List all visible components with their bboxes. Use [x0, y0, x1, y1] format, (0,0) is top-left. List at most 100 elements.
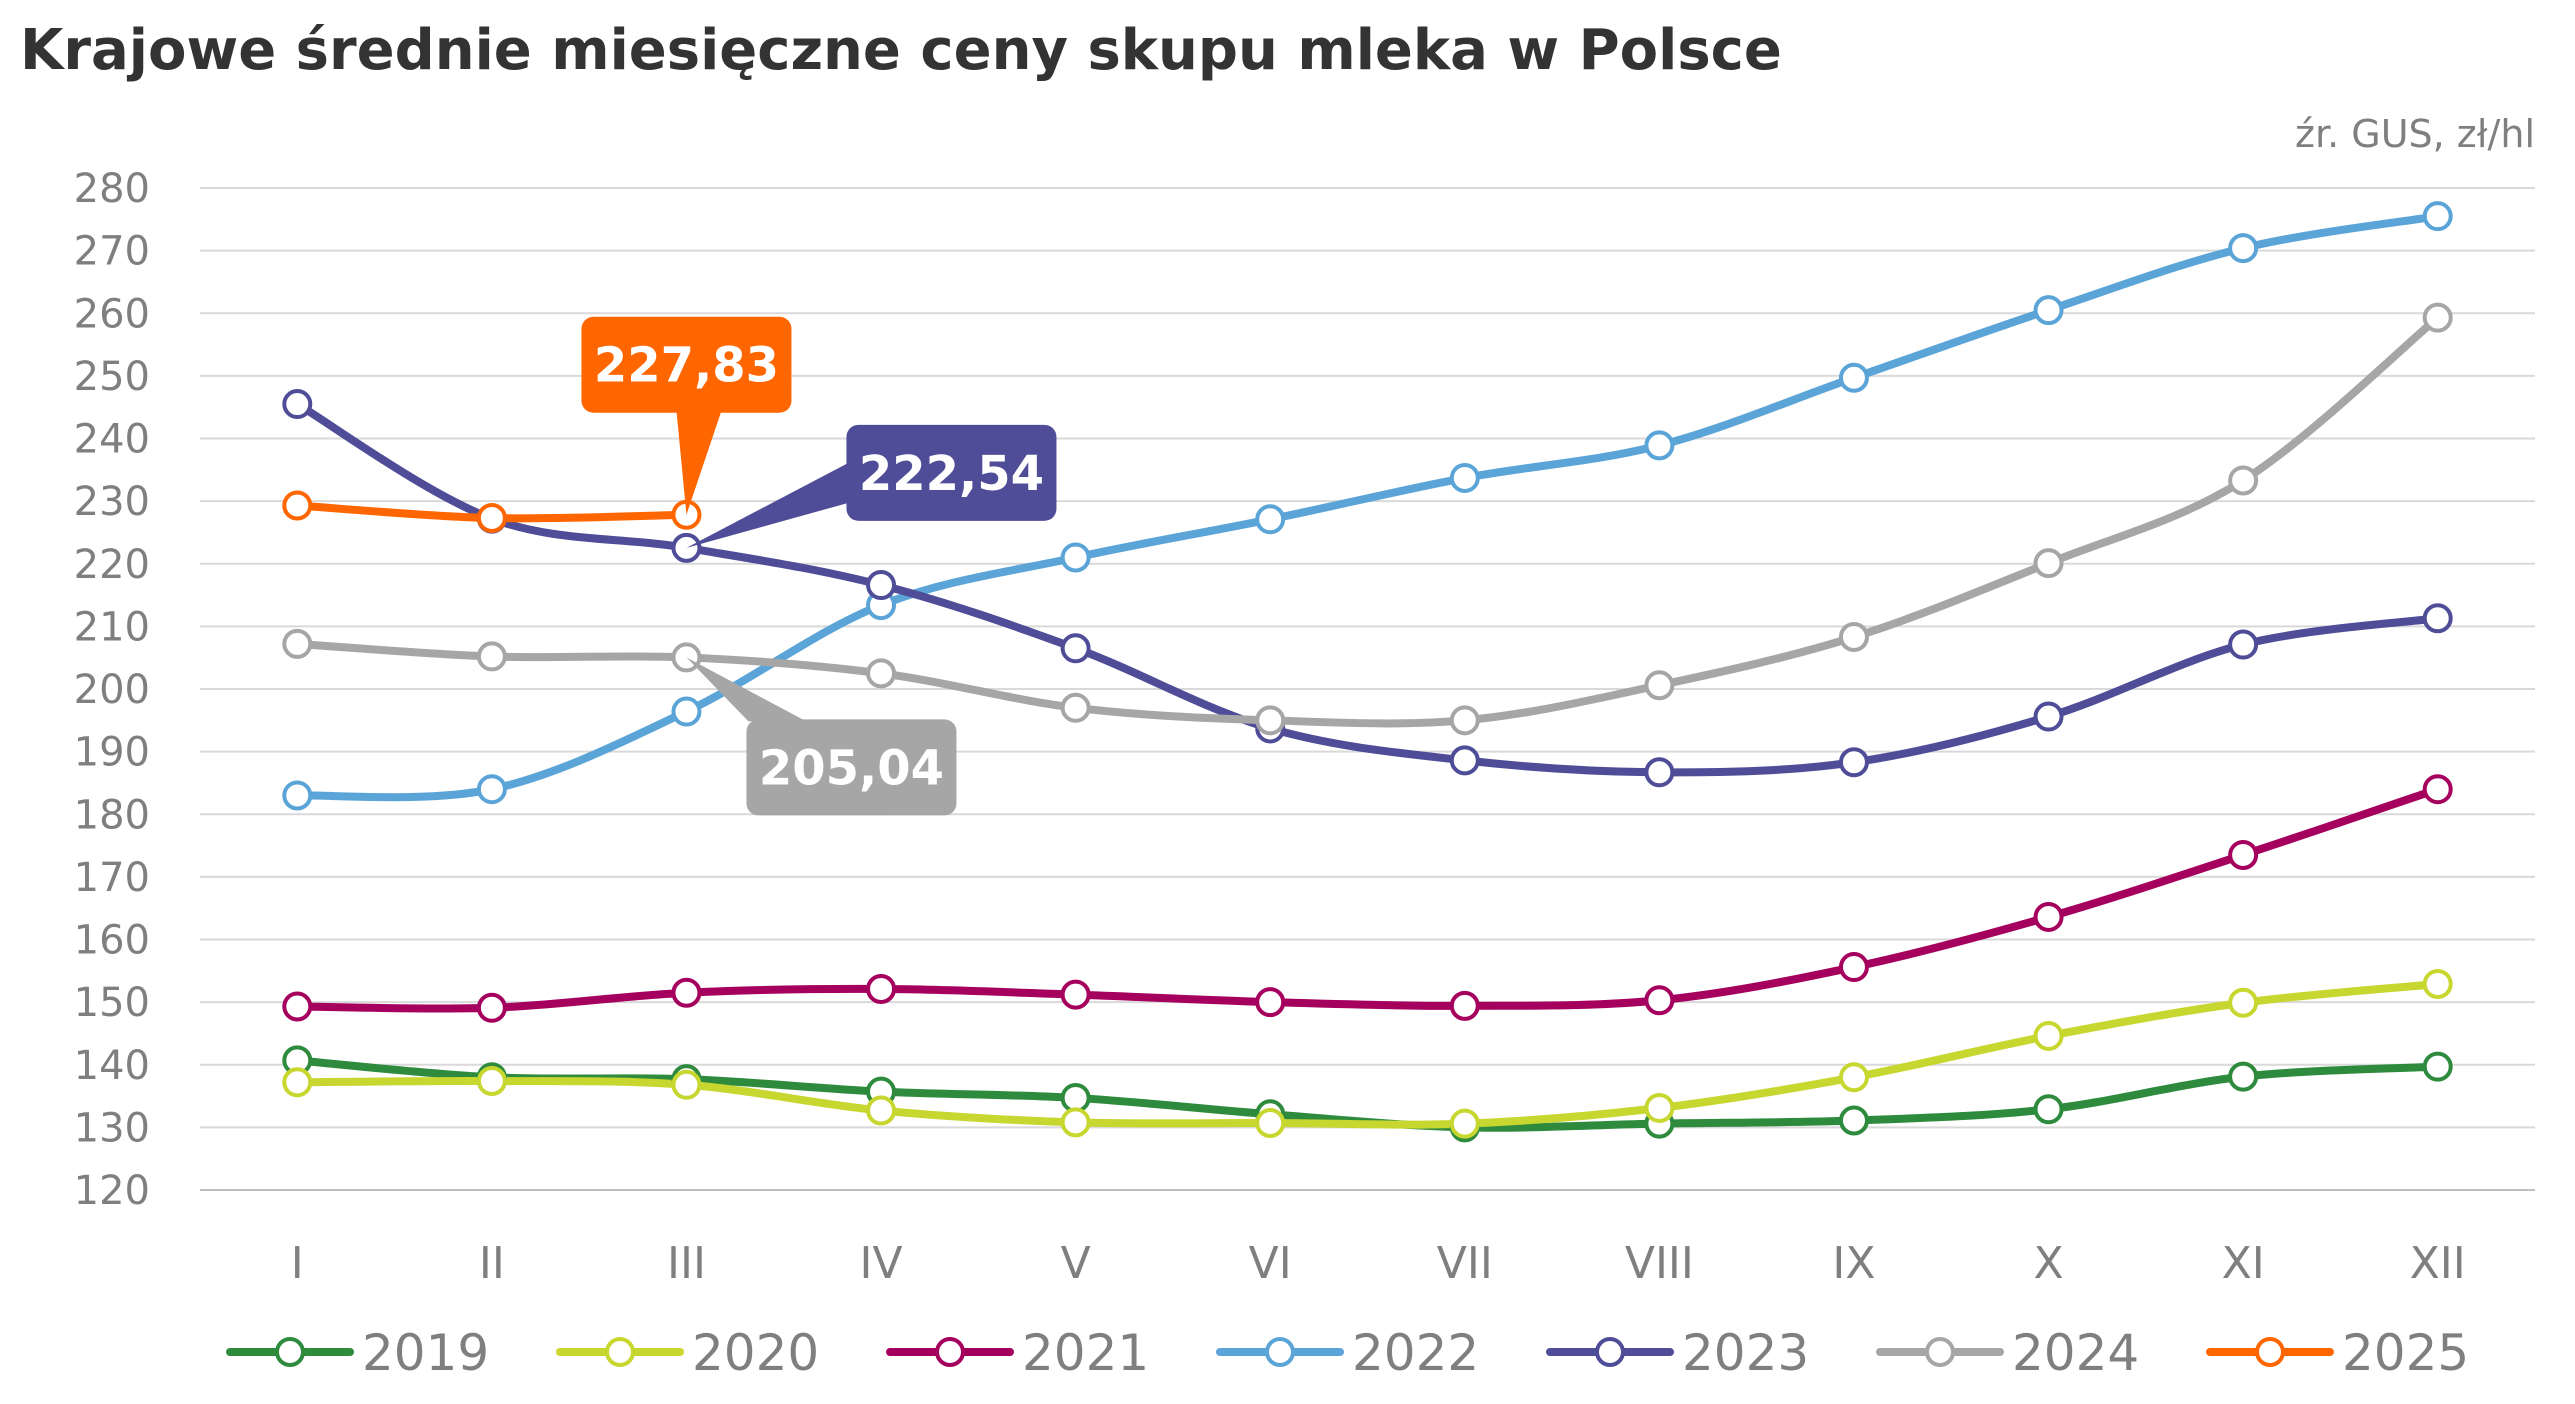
data-point-2023 — [2228, 629, 2259, 660]
y-tick-label: 130 — [74, 1105, 150, 1151]
y-tick-label: 260 — [74, 291, 150, 337]
legend-marker-2025 — [2255, 1337, 2285, 1367]
data-point-2023 — [282, 389, 313, 420]
grid-lines — [200, 187, 2535, 1191]
data-point-2025 — [476, 503, 507, 534]
legend-marker-2023 — [1595, 1337, 1625, 1367]
legend-marker-2020 — [605, 1337, 635, 1367]
y-tick-label: 270 — [74, 229, 150, 275]
data-point-2020 — [671, 1069, 702, 1100]
data-point-2022 — [1838, 362, 1869, 393]
source-note: źr. GUS, zł/hl — [2295, 112, 2535, 156]
data-point-2024 — [1449, 705, 1480, 736]
y-axis-ticks: 120 130 140 150 160 170 180 190 200 210 220 230 240 2… — [74, 166, 150, 1214]
data-point-2021 — [1060, 979, 1091, 1010]
legend-label-2023: 2023 — [1682, 1324, 1809, 1382]
data-point-2020 — [2422, 968, 2453, 999]
y-tick-label: 280 — [74, 166, 150, 212]
data-point-2022 — [282, 780, 313, 811]
x-tick-label: II — [479, 1238, 505, 1289]
data-point-2022 — [1060, 542, 1091, 573]
data-point-2020 — [1449, 1108, 1480, 1139]
data-point-2023 — [1644, 757, 1675, 788]
data-point-2020 — [1255, 1107, 1286, 1138]
data-point-2021 — [1838, 952, 1869, 983]
legend-label-2024: 2024 — [2012, 1324, 2139, 1382]
series-line-2021 — [293, 785, 2442, 1013]
callout-pointer-2023 — [686, 462, 849, 548]
x-tick-label: VI — [1249, 1238, 1292, 1289]
data-point-2021 — [2228, 839, 2259, 870]
x-tick-label: XII — [2410, 1238, 2466, 1289]
series-line-2019 — [293, 1056, 2442, 1132]
data-point-2022 — [476, 774, 507, 805]
y-tick-label: 180 — [74, 792, 150, 838]
data-point-2024 — [2228, 465, 2259, 496]
data-point-2024 — [2033, 548, 2064, 579]
data-point-2020 — [1838, 1062, 1869, 1093]
data-point-2024 — [866, 658, 897, 689]
data-point-2019 — [2228, 1061, 2259, 1092]
x-tick-label: X — [2033, 1238, 2063, 1289]
data-point-2020 — [2228, 987, 2259, 1018]
value-callouts: 227,83 222,54 205,04 — [581, 316, 1057, 816]
legend-marker-2021 — [935, 1337, 965, 1367]
data-point-2021 — [1255, 987, 1286, 1018]
data-point-2020 — [476, 1066, 507, 1097]
x-axis-ticks: I II III IV V VI VII VIII IX X XI XII — [291, 1238, 2466, 1289]
chart-title: Krajowe średnie miesięczne ceny skupu ml… — [20, 18, 1782, 83]
callout-box-2025 — [581, 316, 792, 413]
y-tick-label: 120 — [74, 1168, 150, 1214]
data-point-2021 — [1644, 985, 1675, 1016]
series-points — [282, 201, 2453, 1143]
data-point-2021 — [671, 977, 702, 1008]
data-point-2021 — [282, 991, 313, 1022]
legend-marker-2019 — [275, 1337, 305, 1367]
data-point-2021 — [476, 992, 507, 1023]
data-point-2024 — [1060, 692, 1091, 723]
data-point-2024 — [282, 628, 313, 659]
series-line-2022 — [293, 212, 2442, 802]
data-point-2025 — [282, 490, 313, 521]
series-line-2023 — [293, 400, 2442, 777]
callout-label-2023: 222,54 — [859, 446, 1044, 502]
data-point-2020 — [1644, 1092, 1675, 1123]
data-point-2022 — [1449, 462, 1480, 493]
data-point-2019 — [1060, 1082, 1091, 1113]
data-point-2023 — [2422, 603, 2453, 634]
data-point-2023 — [866, 570, 897, 601]
y-tick-label: 220 — [74, 542, 150, 588]
callout-label-2024: 205,04 — [759, 740, 944, 796]
legend-marker-2022 — [1265, 1337, 1295, 1367]
data-point-2019 — [2033, 1094, 2064, 1125]
data-point-2021 — [2033, 901, 2064, 932]
y-tick-label: 250 — [74, 354, 150, 400]
x-tick-label: XI — [2222, 1238, 2265, 1289]
data-point-2021 — [2422, 774, 2453, 805]
data-point-2022 — [2033, 295, 2064, 326]
data-point-2023 — [1838, 747, 1869, 778]
x-tick-label: V — [1061, 1238, 1091, 1289]
data-point-2019 — [2422, 1051, 2453, 1082]
callout-box-2023 — [846, 424, 1057, 521]
data-point-2021 — [1449, 990, 1480, 1021]
data-point-2022 — [671, 696, 702, 727]
data-point-2020 — [282, 1067, 313, 1098]
y-tick-label: 200 — [74, 667, 150, 713]
data-point-2023 — [2033, 701, 2064, 732]
data-point-2020 — [2033, 1020, 2064, 1051]
callout-pointer-2024 — [686, 657, 807, 722]
data-point-2022 — [1644, 430, 1675, 461]
y-tick-label: 210 — [74, 604, 150, 650]
x-tick-label: III — [667, 1238, 706, 1289]
legend-label-2025: 2025 — [2342, 1324, 2469, 1382]
x-tick-label: VII — [1437, 1238, 1493, 1289]
data-point-2024 — [476, 641, 507, 672]
data-point-2022 — [2228, 233, 2259, 264]
data-point-2022 — [1255, 504, 1286, 535]
legend-marker-2024 — [1925, 1337, 1955, 1367]
legend-label-2021: 2021 — [1022, 1324, 1149, 1382]
x-tick-label: IX — [1832, 1238, 1875, 1289]
legend-label-2020: 2020 — [692, 1324, 819, 1382]
